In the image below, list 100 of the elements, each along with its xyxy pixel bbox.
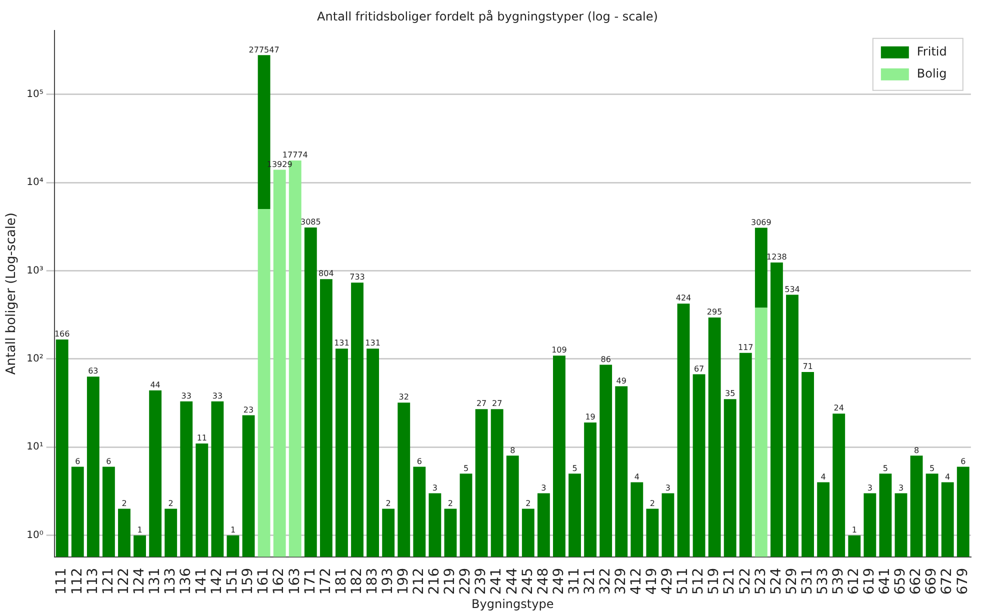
legend-label: Bolig [916, 66, 947, 81]
total-label: 1 [137, 525, 142, 534]
chart-title: Antall fritidsboliger fordelt på bygningstyper (log - scale) [317, 9, 658, 24]
y-tick-label: 10⁴ [26, 177, 44, 188]
bar [428, 493, 442, 557]
total-label: 131 [365, 338, 380, 348]
bar [273, 170, 286, 557]
bar [522, 508, 534, 557]
total-label: 27 [476, 399, 487, 408]
y-tick-label: 10⁰ [26, 530, 44, 541]
total-label: 3069 [750, 218, 772, 227]
x-tick-label: 511 [675, 568, 692, 595]
total-label: 86 [600, 354, 611, 364]
bar [692, 374, 706, 557]
total-label: 4 [820, 472, 826, 482]
total-label: 5 [572, 464, 578, 473]
x-tick-label: 162 [271, 568, 288, 595]
total-label: 8 [510, 446, 516, 455]
bar [134, 535, 146, 557]
bar [848, 535, 861, 557]
x-tick-label: 244 [504, 568, 520, 595]
x-tick-label: 539 [830, 568, 846, 595]
total-label: 23 [243, 405, 254, 414]
x-tick-label: 612 [846, 568, 862, 595]
total-label: 1 [230, 525, 236, 534]
bar [366, 348, 380, 557]
total-label: 295 [706, 308, 722, 317]
bar [413, 466, 426, 557]
total-label: 3 [541, 483, 546, 492]
x-tick-label: 241 [488, 568, 505, 595]
x-tick-label: 419 [644, 568, 660, 595]
bar [708, 317, 721, 557]
bar [754, 228, 768, 308]
bar [506, 456, 519, 557]
total-label: 1 [852, 525, 857, 534]
x-tick-label: 111 [54, 568, 70, 595]
total-label: 33 [212, 391, 223, 400]
x-tick-label: 248 [535, 568, 552, 595]
x-tick-label: 531 [799, 568, 816, 595]
total-label: 8 [914, 446, 920, 455]
bar [118, 508, 130, 557]
bar [226, 535, 240, 557]
y-tick-label: 10² [26, 354, 44, 365]
total-label: 6 [960, 456, 966, 466]
x-tick-label: 219 [442, 568, 458, 595]
bar [832, 414, 846, 557]
y-axis-title: Antall boliger (Log-scale) [4, 212, 20, 375]
bar [600, 364, 612, 557]
total-label: 3 [867, 483, 872, 492]
x-tick-label: 429 [660, 568, 676, 595]
total-label: 6 [416, 456, 422, 466]
total-label: 131 [334, 338, 350, 348]
total-label: 32 [398, 392, 409, 402]
bar [677, 304, 690, 557]
x-tick-label: 112 [69, 568, 86, 595]
bar [817, 482, 830, 557]
x-axis-title: Bygningstype [472, 596, 554, 611]
bar [86, 376, 100, 557]
total-label: 5 [882, 464, 888, 473]
total-label: 109 [552, 346, 567, 355]
bar [351, 282, 364, 557]
total-label: 2 [386, 498, 391, 508]
total-label: 2 [168, 498, 174, 508]
bar [537, 493, 550, 557]
x-tick-label: 141 [194, 568, 210, 595]
x-tick-label: 159 [240, 568, 256, 595]
total-label: 2 [650, 498, 655, 508]
x-tick-label: 245 [520, 568, 536, 595]
bar [941, 482, 954, 557]
bar [662, 493, 674, 557]
x-tick-label: 122 [116, 568, 132, 595]
bar [336, 348, 348, 557]
x-tick-label: 136 [178, 568, 194, 595]
total-label: 63 [88, 366, 98, 376]
x-tick-label: 529 [784, 568, 800, 595]
x-tick-label: 183 [364, 568, 380, 595]
bar [724, 399, 736, 557]
x-tick-label: 124 [131, 568, 148, 595]
total-label: 19 [585, 412, 596, 422]
total-label: 27 [492, 399, 502, 408]
bar [56, 340, 68, 557]
total-label: 277547 [248, 45, 280, 54]
total-label: 733 [350, 272, 365, 282]
total-label: 11 [196, 434, 208, 443]
x-tick-label: 249 [550, 568, 567, 595]
total-label: 44 [150, 380, 160, 390]
bar [71, 466, 84, 557]
x-tick-label: 161 [256, 568, 272, 595]
total-label: 24 [834, 404, 844, 413]
x-tick-label: 239 [473, 568, 490, 595]
x-tick-label: 216 [426, 568, 443, 595]
x-tick-label: 659 [892, 568, 909, 595]
total-label: 35 [725, 389, 736, 398]
total-label: 166 [54, 330, 70, 339]
bar [568, 474, 581, 557]
x-tick-label: 311 [566, 568, 582, 595]
total-label: 67 [694, 364, 704, 374]
bar [553, 356, 566, 557]
total-label: 424 [676, 294, 692, 303]
x-tick-label: 672 [939, 568, 956, 595]
